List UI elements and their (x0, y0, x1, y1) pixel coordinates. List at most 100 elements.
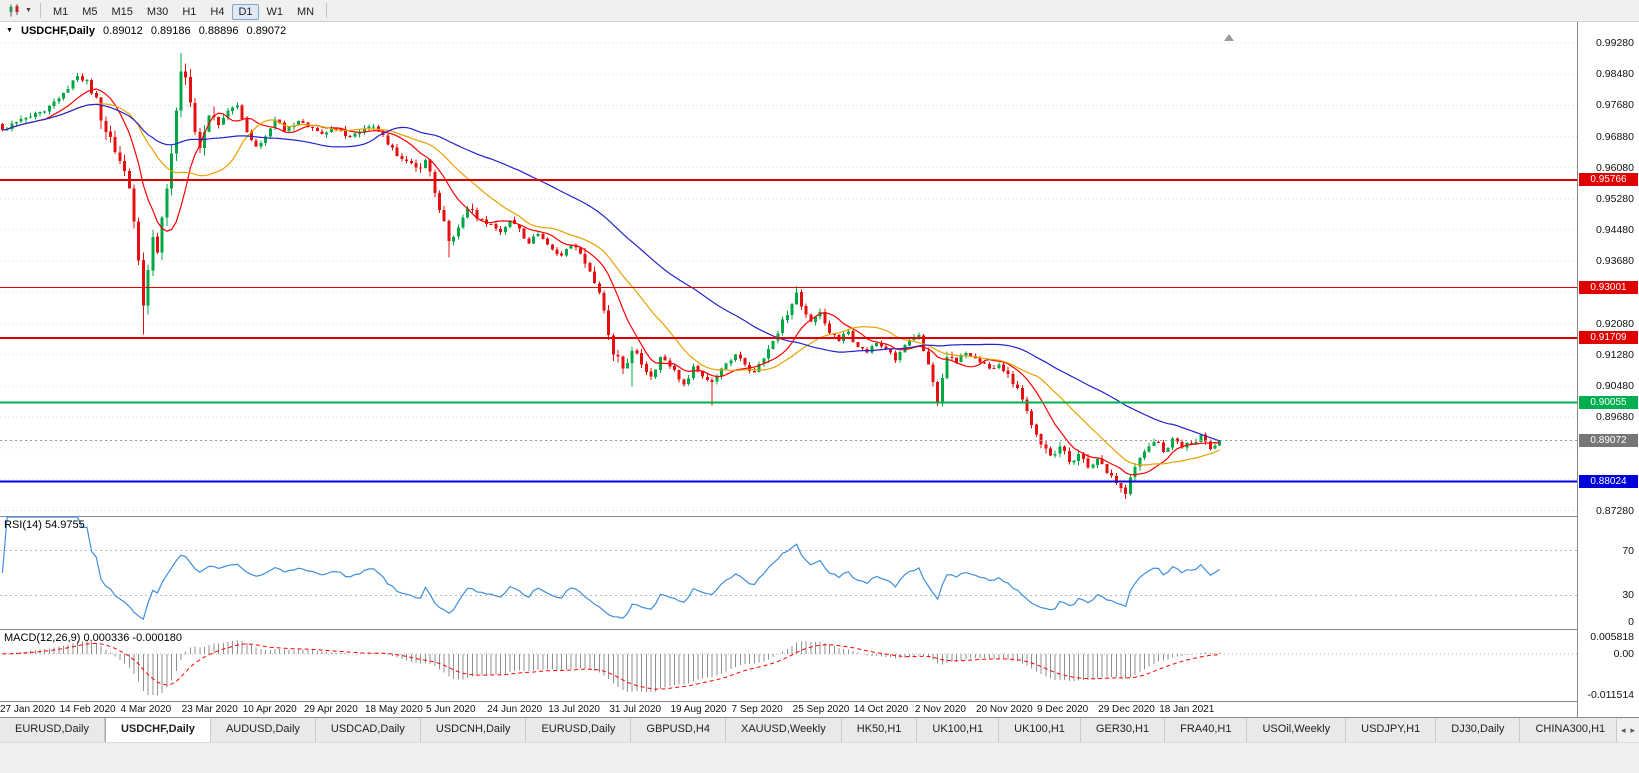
macd-histogram (6, 640, 1221, 696)
toolbar-separator (39, 3, 41, 18)
date-axis-label: 31 Jul 2020 (609, 704, 662, 715)
chart-symbol-period: USDCHF,Daily (21, 25, 95, 37)
date-axis-label: 27 Jan 2020 (0, 704, 56, 715)
tab-scroll-left-icon[interactable]: ◂ (1620, 725, 1626, 735)
macd-axis-label: 0.005818 (1590, 631, 1634, 643)
overlay-ma-slow (2, 103, 1220, 442)
level-price-tag-0.95766: 0.95766 (1579, 173, 1638, 187)
tab-audusd-daily[interactable]: AUDUSD,Daily (210, 718, 316, 742)
date-axis-label: 14 Feb 2020 (59, 704, 116, 715)
candlestick-glyph (9, 4, 19, 17)
date-axis-label: 14 Oct 2020 (853, 704, 909, 715)
chart-shift-marker[interactable] (1224, 34, 1234, 41)
tab-uk100-h1[interactable]: UK100,H1 (999, 718, 1081, 742)
price-axis-label: 0.99280 (1596, 37, 1634, 50)
rsi-name: RSI(14) (4, 519, 42, 531)
bull-candle-bodies (5, 71, 1222, 494)
rsi-indicator-label: RSI(14) 54.9755 (4, 519, 85, 531)
tab-eurusd-daily[interactable]: EURUSD,Daily (526, 718, 632, 742)
date-axis-label: 25 Sep 2020 (792, 704, 850, 715)
bear-candle-bodies (0, 71, 1212, 495)
tab-usdcad-daily[interactable]: USDCAD,Daily (315, 718, 421, 742)
price-axis-label: 0.90480 (1596, 379, 1634, 392)
chart-tabs-row: EURUSD,Daily USDCHF,Daily AUDUSD,Daily USDC… (0, 718, 1639, 742)
level-price-tag-0.93001: 0.93001 (1579, 281, 1638, 295)
price-axis-label: 0.91280 (1596, 348, 1634, 361)
date-axis-label: 18 Jan 2021 (1159, 704, 1215, 715)
price-axis-label: 0.96080 (1596, 161, 1634, 174)
tab-scroll-controls: ◂ ▸ (1615, 719, 1639, 742)
timeframe-mn-button[interactable]: MN (297, 5, 315, 18)
tab-usdchf-daily[interactable]: USDCHF,Daily (104, 718, 211, 742)
chart-type-caret-icon[interactable]: ▼ (25, 7, 32, 14)
date-axis-label: 7 Sep 2020 (731, 704, 783, 715)
rsi-axis-label: 30 (1622, 589, 1634, 602)
timeframe-h1-button[interactable]: H1 (182, 5, 197, 18)
rsi-axis-label: 70 (1622, 544, 1634, 557)
tab-china300-h1[interactable]: CHINA300,H1 (1520, 718, 1622, 742)
top-toolbar: ▼ M1 M5 M15 M30 H1 H4 D1 W1 MN (0, 0, 1639, 22)
tab-eurusd-daily[interactable]: EURUSD,Daily (0, 718, 105, 742)
overlay-ma-medium (2, 103, 1220, 466)
macd-name: MACD(12,26,9) (4, 632, 81, 644)
date-axis-label: 2 Nov 2020 (914, 704, 966, 715)
timeframe-m30-button[interactable]: M30 (146, 5, 169, 18)
date-axis-label: 29 Apr 2020 (303, 704, 358, 715)
price-axis-label: 0.97680 (1596, 99, 1634, 112)
bear-candle-wicks (1, 63, 1211, 500)
chart-window[interactable]: ▼ USDCHF,Daily 0.89012 0.89186 0.88896 0… (0, 22, 1639, 717)
macd-values: 0.000336 -0.000180 (83, 632, 182, 644)
chart-title: ▼ USDCHF,Daily 0.89012 0.89186 0.88896 0… (6, 25, 291, 37)
macd-indicator-label: MACD(12,26,9) 0.000336 -0.000180 (4, 632, 182, 644)
rsi-value: 54.9755 (44, 519, 85, 531)
quote-close: 0.89072 (246, 25, 287, 37)
price-axis-label: 0.98480 (1596, 68, 1634, 81)
level-price-tag-0.91709: 0.91709 (1579, 331, 1638, 345)
tab-usoil-weekly[interactable]: USOil,Weekly (1247, 718, 1347, 742)
tab-gbpusd-h4[interactable]: GBPUSD,H4 (631, 718, 726, 742)
time-axis: 27 Jan 2020 14 Feb 2020 4 Mar 2020 23 Mar 2… (0, 702, 1577, 718)
quote-low: 0.88896 (198, 25, 239, 37)
timeframe-m15-button[interactable]: M15 (111, 5, 133, 18)
tab-usdjpy-h1[interactable]: USDJPY,H1 (1346, 718, 1437, 742)
rsi-axis-label: 0 (1628, 616, 1634, 628)
date-axis-label: 9 Dec 2020 (1037, 704, 1089, 715)
level-price-tag-0.88024: 0.88024 (1579, 475, 1638, 489)
tab-xauusd-weekly[interactable]: XAUUSD,Weekly (725, 718, 842, 742)
date-axis-label: 20 Nov 2020 (975, 704, 1033, 715)
tab-usdcnh-daily[interactable]: USDCNH,Daily (420, 718, 527, 742)
rsi-line (1, 516, 1220, 621)
price-axis-label: 0.95280 (1596, 192, 1634, 205)
timeframe-d1-button[interactable]: D1 (232, 3, 259, 20)
price-axis-label: 0.87280 (1596, 504, 1634, 517)
date-axis-label: 18 May 2020 (364, 704, 423, 715)
date-axis-label: 19 Aug 2020 (670, 704, 727, 715)
price-axis-label: 0.93680 (1596, 255, 1634, 268)
quote-high: 0.89186 (150, 25, 191, 37)
tab-hk50-h1[interactable]: HK50,H1 (841, 718, 918, 742)
chart-canvas[interactable] (0, 22, 1577, 717)
tab-dj30-daily[interactable]: DJ30,Daily (1436, 718, 1521, 742)
date-axis-label: 5 Jun 2020 (426, 704, 476, 715)
chart-type-icon[interactable] (5, 2, 24, 19)
date-axis-label: 4 Mar 2020 (120, 704, 172, 715)
quote-open: 0.89012 (103, 25, 143, 37)
price-grid (0, 42, 1577, 511)
symbol-marker-icon: ▼ (6, 27, 13, 34)
timeframe-m5-button[interactable]: M5 (82, 5, 98, 18)
chart-tabs-bar: EURUSD,Daily USDCHF,Daily AUDUSD,Daily USDC… (0, 717, 1639, 742)
tab-scroll-right-icon[interactable]: ▸ (1630, 725, 1635, 735)
macd-axis-label: -0.011514 (1587, 689, 1634, 701)
date-axis-label: 24 Jun 2020 (487, 704, 543, 715)
price-axis-label: 0.96880 (1596, 130, 1634, 143)
macd-axis-label: 0.00 (1613, 647, 1634, 660)
timeframe-h4-button[interactable]: H4 (210, 5, 225, 18)
tab-ger30-h1[interactable]: GER30,H1 (1080, 718, 1166, 742)
tab-fra40-h1[interactable]: FRA40,H1 (1165, 718, 1248, 742)
timeframe-m1-button[interactable]: M1 (52, 5, 69, 18)
tab-uk100-h1[interactable]: UK100,H1 (917, 718, 1000, 742)
timeframe-w1-button[interactable]: W1 (266, 5, 284, 18)
macd-signal-line (2, 642, 1220, 690)
date-axis-label: 23 Mar 2020 (181, 704, 238, 715)
price-axis-label: 0.92080 (1596, 317, 1634, 330)
